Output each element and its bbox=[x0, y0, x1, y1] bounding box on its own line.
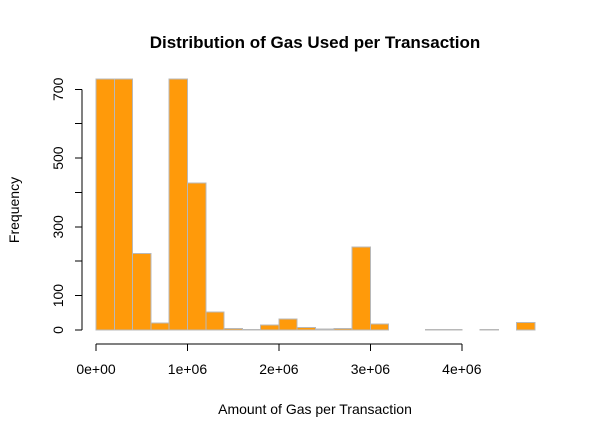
histogram-bar bbox=[260, 324, 280, 331]
y-axis: 0 100 300 500 700 bbox=[50, 77, 83, 334]
bars-layer bbox=[95, 78, 536, 331]
histogram-bar bbox=[315, 328, 335, 331]
y-axis-label: Frequency bbox=[6, 177, 22, 243]
histogram-bar bbox=[150, 322, 170, 331]
y-tick-label: 0 bbox=[50, 326, 66, 334]
histogram-bar bbox=[205, 311, 225, 331]
y-tick-label: 700 bbox=[50, 77, 66, 101]
histogram-bar bbox=[132, 253, 152, 331]
x-tick-label: 1e+06 bbox=[168, 361, 208, 377]
x-axis-label: Amount of Gas per Transaction bbox=[218, 401, 412, 417]
chart-title: Distribution of Gas Used per Transaction bbox=[150, 33, 481, 52]
histogram-bar bbox=[95, 78, 115, 331]
histogram-bar bbox=[351, 246, 371, 331]
histogram-bar bbox=[186, 182, 207, 331]
histogram-bar bbox=[223, 327, 243, 331]
histogram-bar bbox=[296, 326, 316, 331]
histogram-bar bbox=[168, 78, 188, 331]
histogram-bar bbox=[113, 78, 134, 331]
x-axis: 0e+00 1e+06 2e+06 3e+06 4e+06 bbox=[76, 343, 482, 377]
y-tick-label: 300 bbox=[50, 215, 66, 239]
histogram-bar bbox=[333, 327, 353, 331]
y-tick-label: 100 bbox=[50, 284, 66, 308]
y-tick-label: 500 bbox=[50, 146, 66, 170]
histogram-bar bbox=[424, 328, 445, 331]
x-tick-label: 0e+00 bbox=[76, 361, 116, 377]
x-tick-label: 2e+06 bbox=[259, 361, 299, 377]
histogram-bar bbox=[516, 321, 536, 331]
x-tick-label: 3e+06 bbox=[351, 361, 391, 377]
histogram-bar bbox=[241, 328, 262, 331]
x-tick-label: 4e+06 bbox=[442, 361, 482, 377]
histogram-bar bbox=[278, 318, 298, 331]
histogram-bar bbox=[369, 323, 390, 331]
